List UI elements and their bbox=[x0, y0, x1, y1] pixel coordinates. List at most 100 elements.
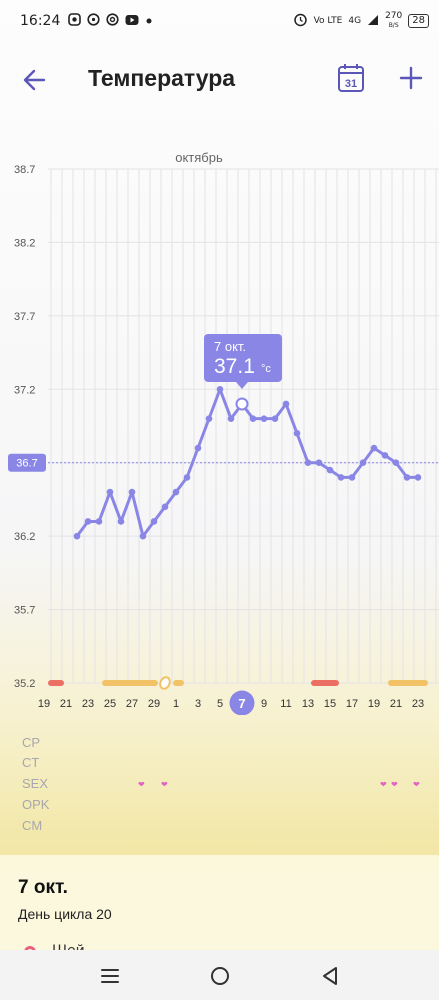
data-point[interactable] bbox=[359, 459, 367, 467]
selected-day-badge[interactable] bbox=[229, 690, 255, 716]
speed-unit: B/S bbox=[388, 22, 399, 29]
status-right: Vo LTE 4G 270 B/S 28 bbox=[293, 12, 429, 30]
chart-svg[interactable]: 38.7 38.2 37.7 37.2 36.7 36.2 35.7 35.2 октябрь 3… bbox=[0, 145, 439, 716]
heart-icon: ❤ bbox=[380, 780, 387, 789]
indicator-rows: CP CT SEX OPK CM ❤ ❤ ❤ ❤ ❤ bbox=[0, 735, 439, 845]
data-point[interactable] bbox=[392, 459, 400, 467]
data-point[interactable] bbox=[106, 488, 114, 496]
back-button[interactable] bbox=[20, 64, 52, 96]
data-point[interactable] bbox=[260, 415, 268, 422]
x-tick-label[interactable]: 21 bbox=[60, 698, 72, 710]
heart-icon: ❤ bbox=[161, 780, 168, 789]
data-point[interactable] bbox=[282, 400, 290, 408]
selected-data-point[interactable] bbox=[235, 397, 249, 411]
calendar-day-text: 31 bbox=[345, 78, 357, 90]
data-point[interactable] bbox=[227, 415, 235, 422]
system-nav-bar bbox=[0, 950, 439, 1000]
data-point[interactable] bbox=[403, 474, 411, 481]
data-point[interactable] bbox=[194, 444, 202, 452]
data-point[interactable] bbox=[128, 488, 136, 496]
data-point[interactable] bbox=[326, 466, 334, 474]
calendar-icon: 31 bbox=[338, 64, 364, 92]
data-point[interactable] bbox=[249, 415, 257, 422]
signal-icon bbox=[367, 14, 379, 29]
add-button[interactable] bbox=[396, 62, 426, 94]
whatsapp-icon bbox=[87, 13, 100, 29]
x-tick-label[interactable]: 17 bbox=[346, 698, 358, 710]
y-tick-label: 36.2 bbox=[14, 531, 35, 543]
data-point[interactable] bbox=[161, 503, 169, 511]
data-point[interactable] bbox=[172, 488, 180, 496]
dot-icon bbox=[145, 15, 153, 28]
heart-icon: ❤ bbox=[138, 780, 145, 789]
alarm-icon bbox=[293, 12, 308, 30]
data-point[interactable] bbox=[139, 532, 147, 540]
x-tick-label[interactable]: 15 bbox=[324, 698, 336, 710]
home-nav-button[interactable] bbox=[206, 962, 234, 990]
info-date: 7 окт. bbox=[18, 877, 68, 898]
cycle-day-text: День цикла 20 bbox=[18, 906, 112, 922]
heart-icon: ❤ bbox=[413, 780, 420, 789]
data-point[interactable] bbox=[370, 444, 378, 452]
data-point[interactable] bbox=[183, 474, 191, 481]
data-point[interactable] bbox=[304, 459, 312, 467]
day-info-panel[interactable]: 7 окт. День цикла 20 Шей bbox=[0, 855, 439, 959]
x-tick-label[interactable]: 25 bbox=[104, 698, 116, 710]
x-tick-label[interactable]: 19 bbox=[368, 698, 380, 710]
data-point[interactable] bbox=[216, 385, 224, 393]
data-point[interactable] bbox=[414, 474, 422, 481]
y-tick-label: 37.2 bbox=[14, 384, 35, 396]
x-tick-label[interactable]: 23 bbox=[412, 698, 424, 710]
data-point[interactable] bbox=[150, 518, 158, 525]
y-tick-label: 38.7 bbox=[14, 164, 35, 176]
heart-icon: ❤ bbox=[391, 780, 398, 789]
x-tick-label[interactable]: 13 bbox=[302, 698, 314, 710]
row-label-cm: CM bbox=[22, 818, 43, 833]
temperature-chart[interactable]: 38.7 38.2 37.7 37.2 36.7 36.2 35.7 35.2 октябрь 3… bbox=[0, 145, 439, 716]
data-point[interactable] bbox=[84, 518, 92, 525]
x-tick-label[interactable]: 5 bbox=[217, 698, 223, 710]
x-tick-label[interactable]: 11 bbox=[280, 698, 291, 710]
data-point[interactable] bbox=[293, 430, 301, 437]
data-point[interactable] bbox=[117, 518, 125, 525]
data-point[interactable] bbox=[337, 474, 345, 481]
x-tick-label[interactable]: 23 bbox=[82, 698, 94, 710]
signal-text: 4G bbox=[348, 16, 362, 26]
data-point[interactable] bbox=[271, 415, 279, 422]
menu-nav-button[interactable] bbox=[96, 962, 124, 990]
row-label-cp: CP bbox=[22, 735, 41, 750]
data-point[interactable] bbox=[315, 459, 323, 467]
row-label-opk: OPK bbox=[22, 797, 50, 812]
x-tick-label[interactable]: 3 bbox=[195, 698, 201, 710]
status-time: 16:24 bbox=[20, 13, 61, 29]
x-tick-label[interactable]: 19 bbox=[38, 698, 50, 710]
current-value-badge bbox=[8, 453, 46, 472]
speed-indicator: 270 B/S bbox=[385, 12, 402, 30]
x-tick-label[interactable]: 9 bbox=[261, 698, 267, 710]
back-nav-button[interactable] bbox=[316, 962, 344, 990]
data-point[interactable] bbox=[348, 474, 356, 481]
data-point[interactable] bbox=[73, 532, 81, 540]
fertile-bar bbox=[388, 680, 428, 686]
status-bar: 16:24 Vo LTE 4G 270 B/S 28 bbox=[0, 0, 439, 42]
fertile-bar bbox=[102, 680, 158, 686]
data-point[interactable] bbox=[95, 518, 103, 525]
tooltip-pointer bbox=[236, 381, 248, 389]
at-icon bbox=[106, 13, 119, 29]
arrow-left-icon bbox=[23, 69, 46, 91]
tooltip-value: 37.1 bbox=[214, 355, 255, 378]
calendar-button[interactable]: 31 bbox=[336, 62, 366, 94]
battery-indicator: 28 bbox=[408, 14, 429, 28]
selected-day-label[interactable]: 7 bbox=[238, 696, 245, 711]
x-tick-label[interactable]: 21 bbox=[390, 698, 402, 710]
data-point[interactable] bbox=[205, 415, 213, 422]
x-tick-label[interactable]: 1 bbox=[173, 698, 179, 710]
data-point[interactable] bbox=[381, 452, 389, 459]
speed-value: 270 bbox=[385, 11, 403, 21]
period-bar bbox=[48, 680, 64, 686]
app-notification-icon bbox=[68, 13, 82, 29]
x-tick-label[interactable]: 29 bbox=[148, 698, 160, 710]
row-label-sex: SEX bbox=[22, 776, 49, 791]
x-tick-label[interactable]: 27 bbox=[126, 698, 138, 710]
fertile-bar bbox=[173, 680, 184, 686]
